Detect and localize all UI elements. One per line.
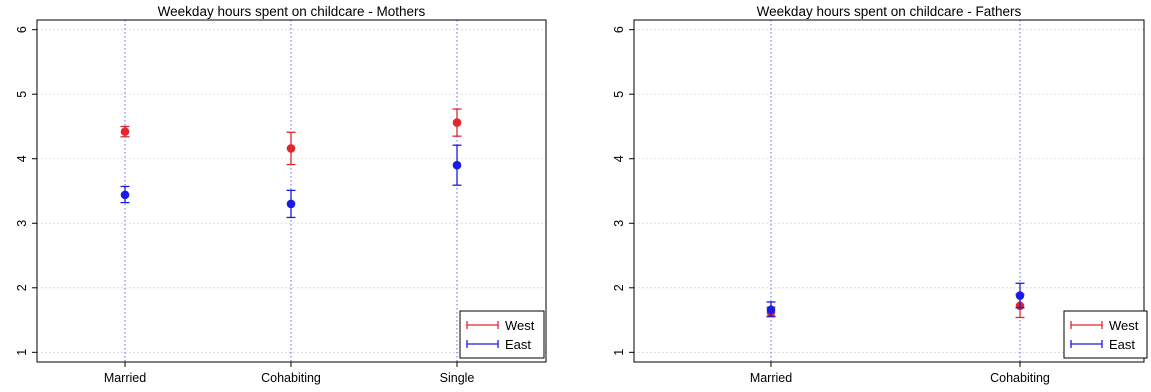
y-tick-label: 6	[15, 26, 29, 33]
data-point	[286, 144, 296, 153]
data-point	[286, 199, 296, 209]
x-tick-label: Cohabiting	[261, 371, 321, 385]
data-point	[452, 160, 462, 170]
y-tick-label: 2	[15, 284, 29, 291]
y-tick-label: 3	[15, 220, 29, 227]
x-tick-label: Married	[750, 371, 792, 385]
y-tick-label: 1	[15, 349, 29, 356]
y-tick-label: 4	[612, 155, 626, 162]
y-tick-label: 6	[612, 26, 626, 33]
chart-title: Weekday hours spent on childcare - Fathe…	[757, 4, 1022, 19]
series-west	[120, 108, 462, 166]
x-tick-label: Married	[104, 371, 146, 385]
legend-box	[1063, 310, 1148, 359]
data-point	[766, 305, 776, 315]
data-point	[452, 118, 462, 127]
series-east	[766, 282, 1025, 317]
y-tick-label: 1	[612, 349, 626, 356]
x-tick-label: Single	[440, 371, 475, 385]
y-tick-label: 3	[612, 220, 626, 227]
legend-label: West	[1109, 318, 1139, 333]
legend: West East	[459, 310, 545, 359]
y-tick-label: 4	[15, 155, 29, 162]
y-tick-label: 2	[612, 284, 626, 291]
x-tick-label: Cohabiting	[990, 371, 1050, 385]
chart-title: Weekday hours spent on childcare - Mothe…	[158, 4, 426, 19]
legend-label: East	[505, 337, 531, 352]
data-point	[120, 190, 130, 200]
data-point	[120, 127, 130, 136]
legend: West East	[1063, 310, 1148, 359]
y-tick-label: 5	[15, 91, 29, 98]
series-west	[766, 293, 1025, 319]
chart-panel-fathers: Weekday hours spent on childcare - Fathe…	[612, 4, 1148, 385]
series-east	[120, 144, 462, 219]
data-point	[1015, 291, 1025, 300]
legend-label: East	[1109, 337, 1135, 352]
legend-box	[459, 310, 545, 359]
chart-panel-mothers: Weekday hours spent on childcare - Mothe…	[15, 4, 547, 385]
plot-frame	[633, 19, 1145, 363]
y-tick-label: 5	[612, 91, 626, 98]
legend-label: West	[505, 318, 535, 333]
